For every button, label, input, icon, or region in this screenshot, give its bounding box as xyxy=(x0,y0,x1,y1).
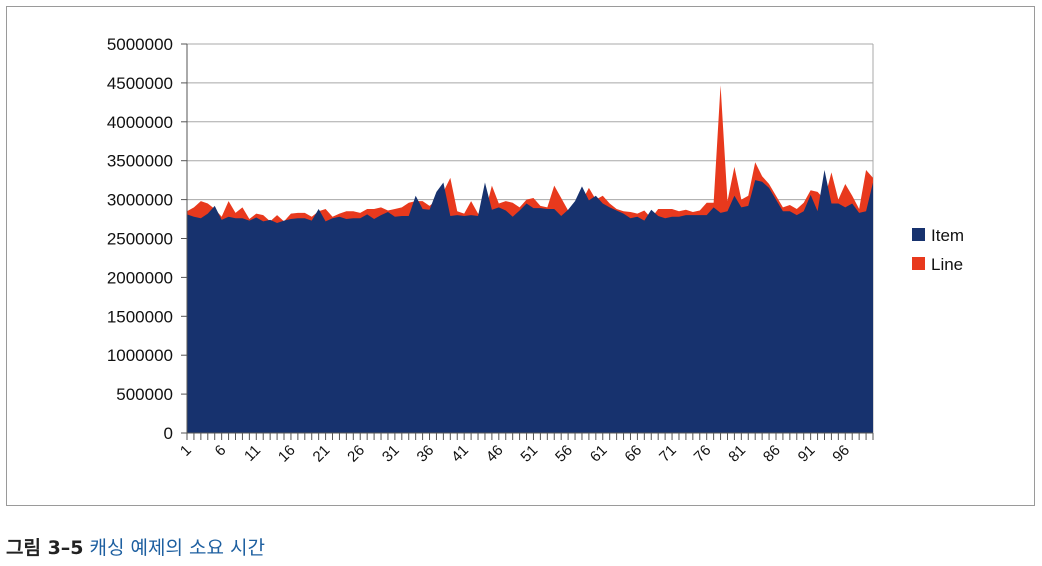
x-axis-tick-labels: 1 6 11 16 21 26 31 36 41 46 51 56 61 66 71 76 81 86 91 96 xyxy=(177,442,853,466)
y-tick-label: 3000000 xyxy=(107,191,173,210)
x-tick-label: 76 xyxy=(691,442,715,466)
x-tick-label: 46 xyxy=(483,442,507,466)
x-tick-label: 56 xyxy=(552,442,576,466)
y-tick-label: 1500000 xyxy=(107,307,173,326)
x-tick-label: 51 xyxy=(517,442,541,466)
figure-number: 그림 3–5 xyxy=(6,537,84,559)
x-tick-label: 1 xyxy=(177,442,195,460)
legend-swatch-item xyxy=(912,228,925,241)
x-tick-label: 61 xyxy=(587,442,611,466)
x-tick-label: 16 xyxy=(275,442,299,466)
y-tick-label: 1000000 xyxy=(107,346,173,365)
x-tick-label: 11 xyxy=(241,442,264,465)
x-tick-label: 41 xyxy=(448,442,472,466)
figure-caption: 그림 3–5 캐싱 예제의 소요 시간 xyxy=(6,533,265,560)
y-tick-label: 3500000 xyxy=(107,152,173,171)
x-tick-label: 86 xyxy=(760,442,784,466)
legend-label-line: Line xyxy=(931,255,963,274)
x-tick-label: 96 xyxy=(829,442,853,466)
x-tick-label: 81 xyxy=(725,442,749,466)
y-tick-label: 500000 xyxy=(116,385,173,404)
x-tick-label: 71 xyxy=(656,442,680,466)
y-tick-label: 4500000 xyxy=(107,74,173,93)
y-tick-label: 0 xyxy=(164,424,173,443)
x-tick-label: 66 xyxy=(621,442,645,466)
x-tick-label: 91 xyxy=(795,442,819,466)
figure-title: 캐싱 예제의 소요 시간 xyxy=(89,537,265,559)
axes xyxy=(181,43,874,440)
y-tick-label: 4000000 xyxy=(107,113,173,132)
x-tick-label: 36 xyxy=(414,442,438,466)
x-tick-label: 31 xyxy=(379,442,403,466)
legend-label-item: Item xyxy=(931,226,964,245)
legend-swatch-line xyxy=(912,257,925,270)
y-tick-label: 2000000 xyxy=(107,268,173,287)
x-tick-label: 6 xyxy=(212,442,230,460)
y-tick-label: 5000000 xyxy=(107,35,173,54)
y-tick-label: 2500000 xyxy=(107,230,173,249)
legend: Item Line xyxy=(912,226,964,274)
series-areas xyxy=(187,85,873,434)
x-tick-label: 21 xyxy=(310,442,334,466)
area-item-series xyxy=(187,170,873,434)
x-tick-label: 26 xyxy=(344,442,368,466)
y-axis-tick-labels: 0 500000 1000000 1500000 2000000 2500000 30000… xyxy=(107,35,173,443)
chart-frame: 0 500000 1000000 1500000 2000000 2500000 30000… xyxy=(6,6,1035,506)
area-chart: 0 500000 1000000 1500000 2000000 2500000 30000… xyxy=(107,35,964,466)
